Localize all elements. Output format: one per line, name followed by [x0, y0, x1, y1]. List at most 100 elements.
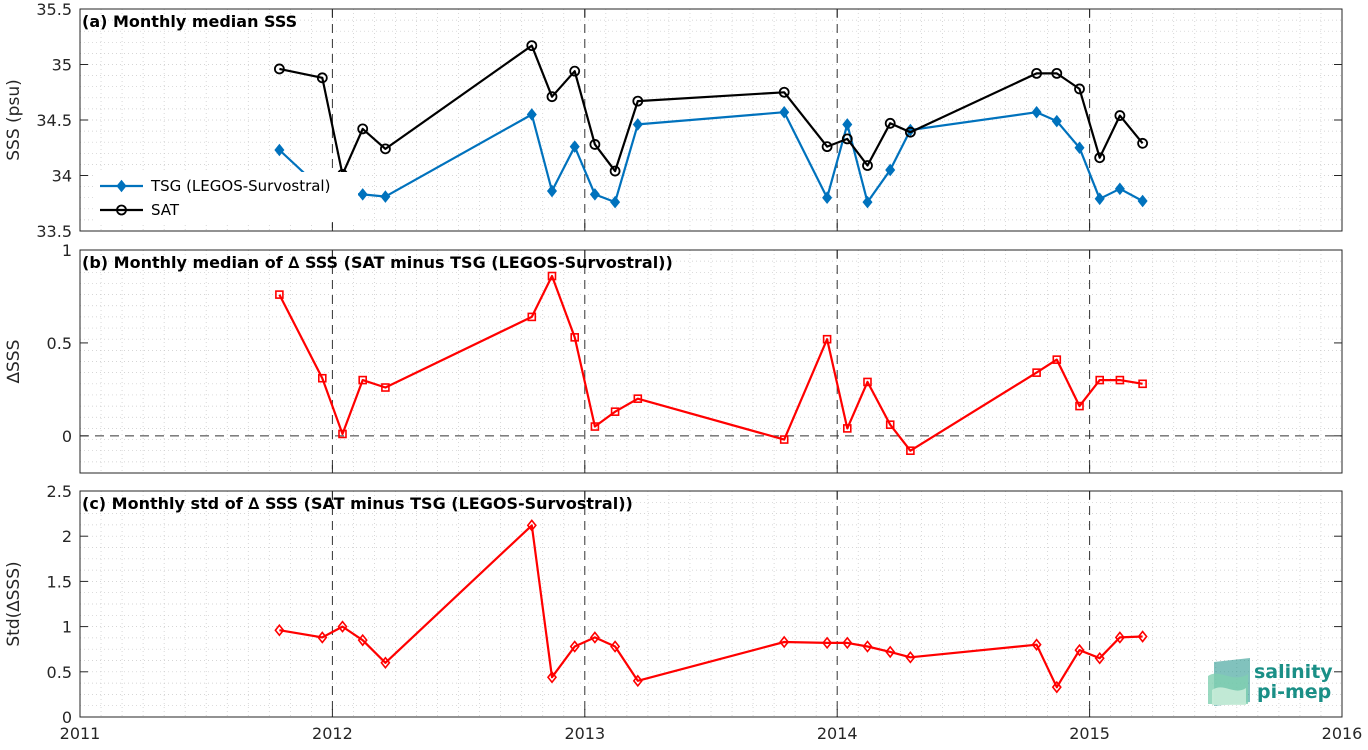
data-point	[1094, 152, 1106, 164]
data-point	[906, 446, 915, 456]
logo-line-2: pi-mep	[1257, 681, 1331, 703]
data-point	[589, 139, 601, 150]
y-tick-label: 1	[62, 618, 72, 637]
data-point	[1137, 194, 1148, 208]
x-tick-label: 2012	[312, 724, 353, 743]
data-point	[318, 373, 327, 383]
data-point	[885, 163, 896, 177]
data-point	[841, 133, 853, 145]
data-point	[904, 126, 916, 138]
data-point	[1137, 137, 1149, 149]
data-point	[1095, 375, 1104, 385]
data-point	[862, 160, 873, 171]
y-tick-label: 34	[52, 167, 72, 186]
data-point	[842, 118, 853, 131]
data-point	[1075, 401, 1084, 411]
grid	[80, 250, 1342, 473]
data-point	[1114, 182, 1125, 196]
y-tick-label: 0	[62, 427, 72, 446]
y-tick-label: 2	[62, 527, 72, 546]
grid	[80, 491, 1342, 717]
data-point	[778, 86, 790, 98]
data-point	[526, 40, 538, 52]
data-point	[610, 407, 620, 416]
y-axis-label: SSS (psu)	[4, 79, 24, 160]
data-point	[569, 65, 581, 77]
data-point	[842, 424, 852, 433]
y-tick-label: 0.5	[47, 663, 72, 682]
data-point	[1074, 141, 1085, 155]
data-point	[905, 651, 916, 664]
y-tick-label: 2.5	[47, 482, 72, 501]
data-point	[821, 141, 833, 153]
legend: TSG (LEGOS-Survostral) SAT	[96, 172, 358, 222]
y-tick-label: 1.5	[47, 572, 72, 591]
data-point	[609, 165, 621, 177]
data-point	[274, 623, 285, 637]
data-point	[822, 636, 833, 650]
data-point	[1074, 643, 1085, 657]
data-point	[779, 105, 790, 119]
data-point	[632, 95, 644, 107]
salinity-wave-icon	[1208, 658, 1250, 706]
y-tick-label: 35.5	[36, 0, 72, 19]
series-delta	[274, 519, 1148, 694]
legend-entry-label: TSG (LEGOS-Survostral)	[150, 177, 330, 195]
data-point	[862, 195, 873, 209]
y-tick-label: 1	[62, 241, 72, 260]
data-point	[1094, 192, 1105, 206]
panel-title: (a) Monthly median SSS	[82, 12, 297, 31]
data-point	[1114, 110, 1126, 121]
data-point	[885, 645, 896, 659]
data-point	[569, 140, 580, 153]
data-point	[590, 422, 600, 431]
data-point	[316, 72, 328, 84]
data-point	[569, 640, 580, 653]
y-axis-label: ∆SSS	[4, 340, 24, 385]
data-point	[589, 188, 600, 201]
data-point	[1031, 67, 1042, 79]
data-point	[1031, 638, 1042, 651]
data-point	[1094, 651, 1105, 665]
panel-title: (c) Monthly std of ∆ SSS (SAT minus TSG …	[82, 494, 633, 513]
panel-c-std-delta-sss: 0 0.5 1 1.5 2 2.5 2011 2012 2013 2014 2015 2016 Std(…	[4, 482, 1362, 743]
y-tick-label: 33.5	[36, 222, 72, 241]
data-point	[1032, 368, 1041, 377]
data-point	[338, 429, 347, 439]
data-point	[863, 377, 872, 387]
data-point	[610, 640, 621, 653]
data-point	[779, 435, 789, 444]
panel-b-median-delta-sss: 0 0.5 1 ∆SSS (b) Monthly median of ∆ SSS (SA…	[4, 241, 1343, 474]
y-tick-label: 0.5	[47, 334, 72, 353]
data-point	[1074, 83, 1085, 95]
series-sat	[273, 40, 1149, 180]
logo-wave-shape	[1212, 687, 1246, 705]
data-point	[317, 631, 328, 644]
data-point	[337, 620, 348, 633]
logo-line-1: salinity	[1254, 661, 1333, 683]
legend-box	[96, 172, 358, 222]
legend-swatch-marker	[116, 179, 127, 193]
data-point	[633, 394, 643, 403]
y-axis-label: Std(∆SSS)	[4, 561, 24, 646]
series-delta	[275, 271, 1147, 456]
data-point	[885, 420, 895, 429]
data-point	[526, 108, 537, 121]
x-tick-label: 2013	[564, 724, 605, 743]
x-tick-label: 2016	[1322, 724, 1363, 743]
series-tsg-legos-survostral-	[274, 105, 1148, 209]
data-point	[357, 633, 368, 647]
data-point	[884, 117, 896, 129]
data-point	[380, 656, 391, 670]
data-point	[610, 195, 621, 209]
panel-title: (b) Monthly median of ∆ SSS (SAT minus T…	[82, 253, 673, 272]
data-point	[632, 118, 643, 131]
data-point	[357, 188, 368, 201]
data-point	[1115, 375, 1125, 385]
axes-box	[79, 490, 1343, 718]
data-point	[632, 674, 643, 688]
data-point	[526, 519, 537, 532]
data-point	[527, 312, 537, 322]
data-point	[1031, 105, 1042, 119]
data-point	[842, 636, 853, 650]
